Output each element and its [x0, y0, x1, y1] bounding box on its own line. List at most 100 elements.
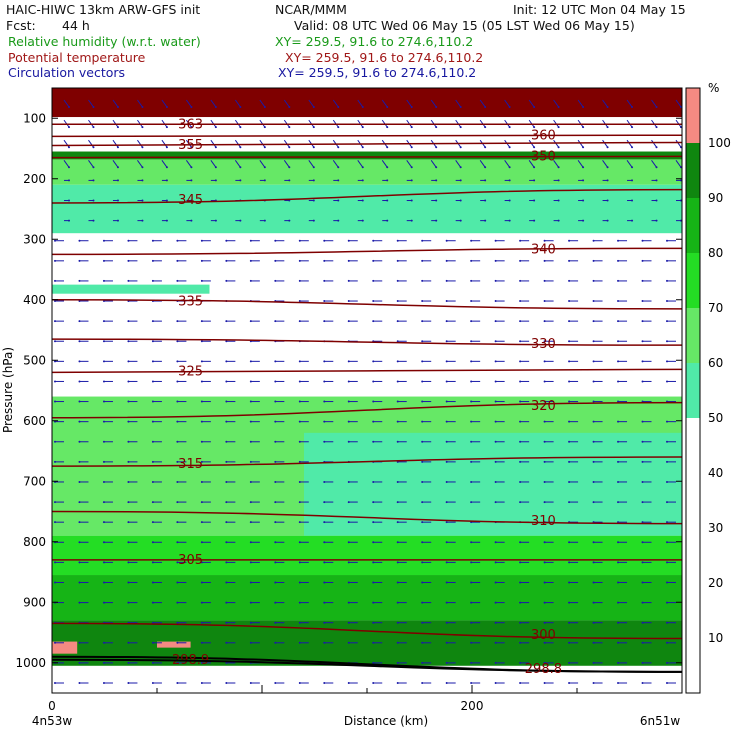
wind-vector-head [421, 641, 424, 644]
wind-vector-head [151, 239, 154, 242]
wind-vector-head [127, 400, 130, 403]
wind-vector-head [263, 106, 266, 108]
wind-vector-head [494, 300, 497, 303]
wind-vector-head [347, 541, 350, 544]
wind-vector-head [323, 561, 326, 564]
y-tick-label: 200 [23, 172, 46, 186]
wind-vector [234, 160, 241, 168]
colorbar-segment [686, 473, 700, 528]
wind-vector [553, 99, 560, 108]
wind-vector-head [470, 259, 473, 262]
wind-vector-head [666, 581, 668, 584]
wind-vector-head [617, 259, 620, 262]
wind-vector-head [54, 400, 56, 403]
wind-vector-head [568, 279, 571, 282]
wind-vector-head [421, 581, 424, 584]
wind-vector-head [190, 166, 193, 169]
wind-vector-head [470, 561, 473, 564]
rh-region-gt100 [52, 88, 682, 118]
wind-vector-head [274, 581, 277, 584]
wind-vector-head [225, 360, 228, 363]
wind-vector-head [54, 460, 56, 463]
y-tick-label: 600 [23, 414, 46, 428]
wind-vector-head [54, 259, 56, 262]
wind-vector-head [484, 219, 487, 222]
theta-contour-298.8 [51, 658, 683, 673]
wind-vector-head [519, 440, 522, 443]
wind-vector-head [617, 460, 620, 463]
wind-vector-head [263, 126, 266, 129]
wind-vector-head [151, 340, 154, 343]
wind-vector-head [151, 601, 154, 604]
wind-vector-head [200, 279, 203, 282]
theta-contour-330 [51, 338, 683, 346]
wind-vector-head [92, 146, 95, 149]
wind-vector-head [116, 146, 119, 149]
theta-contour-345 [51, 188, 683, 204]
wind-vector-head [617, 541, 620, 544]
wind-vector-head [200, 460, 203, 463]
wind-vector-head [617, 440, 620, 443]
wind-vector-head [470, 239, 473, 242]
colorbar-segment [686, 88, 700, 143]
wind-vector-head [494, 581, 497, 584]
wind-vector-head [225, 239, 228, 242]
wind-vector-head [102, 581, 105, 584]
wind-vector-head [606, 179, 609, 182]
theta-contour-325 [51, 368, 683, 374]
x-axis-label: Distance (km) [344, 714, 428, 728]
rh-region-gt100 [52, 641, 78, 654]
wind-vector-head [225, 641, 228, 644]
wind-vector-head [557, 219, 560, 222]
wind-vector-head [396, 239, 399, 242]
wind-vector-head [372, 480, 375, 483]
theta-label-305: 305 [178, 553, 203, 568]
wind-vector [626, 99, 633, 108]
wind-vector-head [151, 380, 154, 383]
wind-vector-head [54, 340, 56, 343]
wind-vector-head [298, 541, 301, 544]
wind-vector-head [666, 480, 668, 483]
wind-vector-head [225, 400, 228, 403]
wind-vector-head [459, 179, 462, 182]
wind-vector-head [631, 126, 634, 129]
wind-vector-head [274, 641, 277, 644]
wind-vector-head [519, 259, 522, 262]
wind-vector-head [239, 219, 242, 222]
wind-vector-head [200, 641, 203, 644]
wind-vector-head [568, 561, 571, 564]
colorbar-tick-label: 30 [708, 521, 723, 535]
wind-vector-head [347, 420, 350, 423]
wind-vector-head [445, 541, 448, 544]
wind-vector-head [249, 541, 252, 544]
wind-vector-head [274, 541, 277, 544]
theta-contour-335 [51, 299, 683, 310]
wind-vector-head [323, 380, 326, 383]
wind-vector-head [484, 146, 487, 149]
wind-vector-head [470, 440, 473, 443]
wind-vector-head [263, 179, 266, 182]
wind-vector-head [641, 541, 644, 544]
wind-vector-head [396, 440, 399, 443]
wind-vector-head [617, 320, 620, 323]
wind-vector-head [641, 440, 644, 443]
wind-vector-head [470, 360, 473, 363]
rh-region-60to70 [52, 159, 682, 185]
wind-vector [455, 99, 462, 108]
wind-vector-head [200, 340, 203, 343]
wind-vector-head [102, 521, 105, 524]
field1-name: Relative humidity (w.r.t. water) [8, 34, 201, 49]
wind-vector-head [176, 521, 179, 524]
wind-vector-head [288, 219, 291, 222]
wind-vector-head [225, 440, 228, 443]
wind-vector-head [263, 146, 266, 149]
wind-vector-head [323, 320, 326, 323]
wind-vector-head [249, 581, 252, 584]
wind-vector-head [470, 420, 473, 423]
wind-vector-head [543, 541, 546, 544]
wind-vector-head [568, 380, 571, 383]
wind-vector-head [655, 199, 658, 202]
wind-vector-head [249, 400, 252, 403]
wind-vector-head [274, 320, 277, 323]
